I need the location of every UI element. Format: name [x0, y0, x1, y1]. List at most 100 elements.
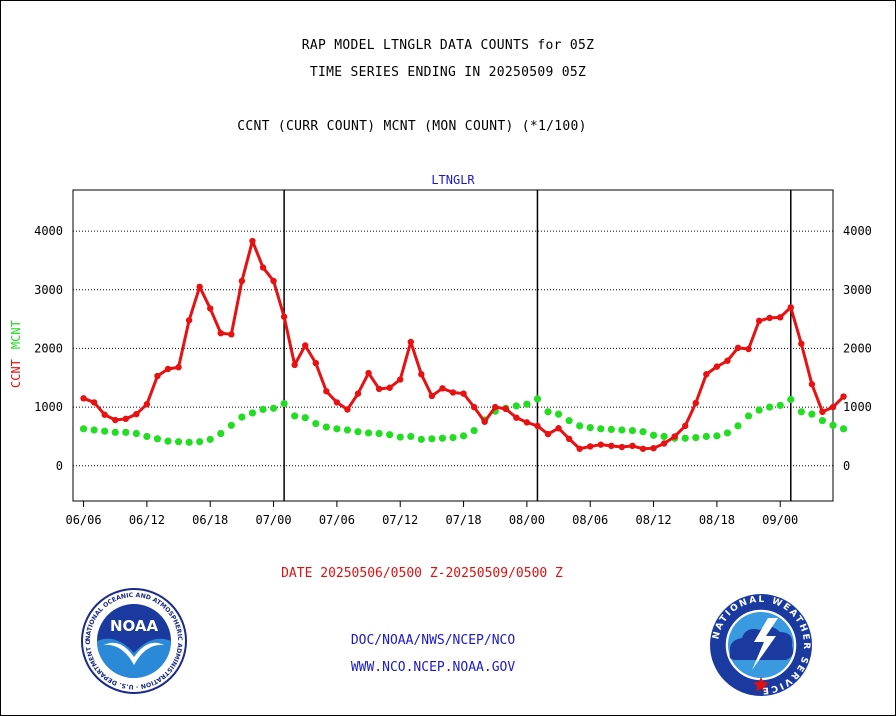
ccnt-point: [344, 406, 351, 413]
ccnt-point: [755, 317, 763, 325]
ccnt-point: [101, 411, 108, 418]
mcnt-point: [217, 429, 225, 438]
y-tick-label-right: 1000: [843, 400, 872, 414]
y-tick-label-left: 4000: [34, 224, 63, 238]
x-tick-label: 07/06: [319, 513, 355, 527]
x-tick-label: 08/12: [635, 513, 671, 527]
ccnt-point: [449, 389, 457, 396]
mcnt-point: [153, 435, 162, 443]
ccnt-point: [639, 445, 647, 452]
ccnt-point: [492, 403, 499, 411]
y-tick-label-left: 0: [56, 459, 63, 473]
mcnt-point: [122, 428, 130, 436]
mcnt-point: [797, 408, 805, 416]
mcnt-point: [185, 438, 193, 446]
x-tick-label: 07/00: [255, 513, 291, 527]
mcnt-point: [808, 410, 816, 418]
mcnt-point: [766, 403, 774, 411]
plot-area: [72, 189, 834, 502]
mcnt-point: [132, 429, 140, 438]
date-range-label: DATE 20250506/0500 Z-20250509/0500 Z: [281, 566, 563, 581]
ccnt-point: [682, 422, 689, 430]
mcnt-point: [702, 432, 710, 441]
mcnt-point: [386, 431, 394, 439]
mcnt-point: [586, 424, 594, 432]
mcnt-point: [618, 426, 626, 434]
ccnt-point: [270, 277, 277, 285]
ccnt-point: [840, 393, 847, 400]
mcnt-point: [681, 434, 689, 442]
mcnt-point: [343, 426, 352, 434]
ccnt-point: [734, 344, 742, 352]
y-tick-label-right: 0: [843, 459, 850, 473]
ccnt-point: [460, 390, 467, 397]
mcnt-point: [291, 412, 299, 420]
ccnt-point: [365, 369, 372, 377]
mcnt-point: [713, 432, 721, 440]
mcnt-point: [206, 435, 214, 443]
ccnt-point: [133, 410, 140, 418]
mcnt-point: [723, 429, 732, 437]
mcnt-point: [576, 422, 584, 430]
ccnt-point: [555, 425, 562, 432]
ccnt-point: [90, 399, 98, 406]
mcnt-point: [607, 425, 615, 434]
mcnt-point: [660, 432, 668, 441]
mcnt-point: [470, 426, 478, 435]
ccnt-point: [724, 357, 731, 364]
ccnt-point: [608, 442, 615, 450]
ccnt-point: [354, 390, 362, 397]
ccnt-point: [829, 403, 837, 411]
mcnt-point: [101, 427, 109, 435]
mcnt-point: [597, 425, 605, 433]
mcnt-point: [787, 395, 795, 404]
y-tick-label-left: 1000: [34, 400, 63, 414]
mcnt-point: [143, 432, 151, 441]
x-tick-label: 08/00: [509, 513, 545, 527]
mcnt-point: [196, 438, 204, 446]
ccnt-point: [787, 304, 794, 311]
mcnt-point: [734, 422, 742, 430]
ccnt-point: [333, 399, 341, 406]
ccnt-point: [259, 264, 267, 271]
y-tick-label-right: 3000: [843, 283, 872, 297]
website-link[interactable]: WWW.NCO.NCEP.NOAA.GOV: [350, 660, 516, 675]
ccnt-point: [302, 342, 309, 349]
panel-title: LTNGLR: [431, 173, 475, 187]
mcnt-point: [174, 438, 183, 446]
mcnt-point: [776, 401, 784, 409]
y-axis-label: CCNT MCNT: [9, 320, 23, 388]
mcnt-point: [523, 400, 531, 408]
mcnt-point: [375, 429, 383, 438]
nws-logo: NATIONAL WEATHER SERVICE: [710, 594, 812, 696]
mcnt-point: [164, 437, 172, 445]
y-axis-label-ccnt: CCNT: [9, 359, 23, 388]
mcnt-point: [312, 419, 320, 428]
x-tick-label: 08/06: [572, 513, 608, 527]
mcnt-point: [565, 417, 573, 425]
x-tick-label: 08/18: [699, 513, 735, 527]
mcnt-point: [259, 405, 267, 414]
ccnt-point: [766, 314, 773, 322]
ccnt-point: [798, 340, 805, 347]
ccnt-point: [249, 237, 256, 245]
ccnt-point: [777, 314, 784, 321]
mcnt-point: [90, 426, 98, 434]
mcnt-point: [829, 421, 837, 429]
chart-title: RAP MODEL LTNGLR DATA COUNTS for 05Z: [301, 38, 595, 53]
mcnt-point: [544, 408, 552, 416]
mcnt-point: [269, 404, 278, 412]
ccnt-point: [650, 444, 657, 452]
mcnt-point: [692, 434, 700, 442]
mcnt-point: [818, 417, 827, 425]
mcnt-point: [111, 428, 119, 436]
ccnt-point: [154, 372, 161, 380]
x-tick-label: 07/18: [445, 513, 481, 527]
org-label: DOC/NOAA/NWS/NCEP/NCO: [350, 633, 516, 648]
ccnt-point: [713, 363, 721, 370]
ccnt-point: [671, 433, 678, 440]
ccnt-point: [745, 345, 752, 353]
mcnt-point: [417, 435, 425, 443]
ccnt-point: [692, 399, 699, 407]
ccnt-point: [513, 414, 520, 421]
